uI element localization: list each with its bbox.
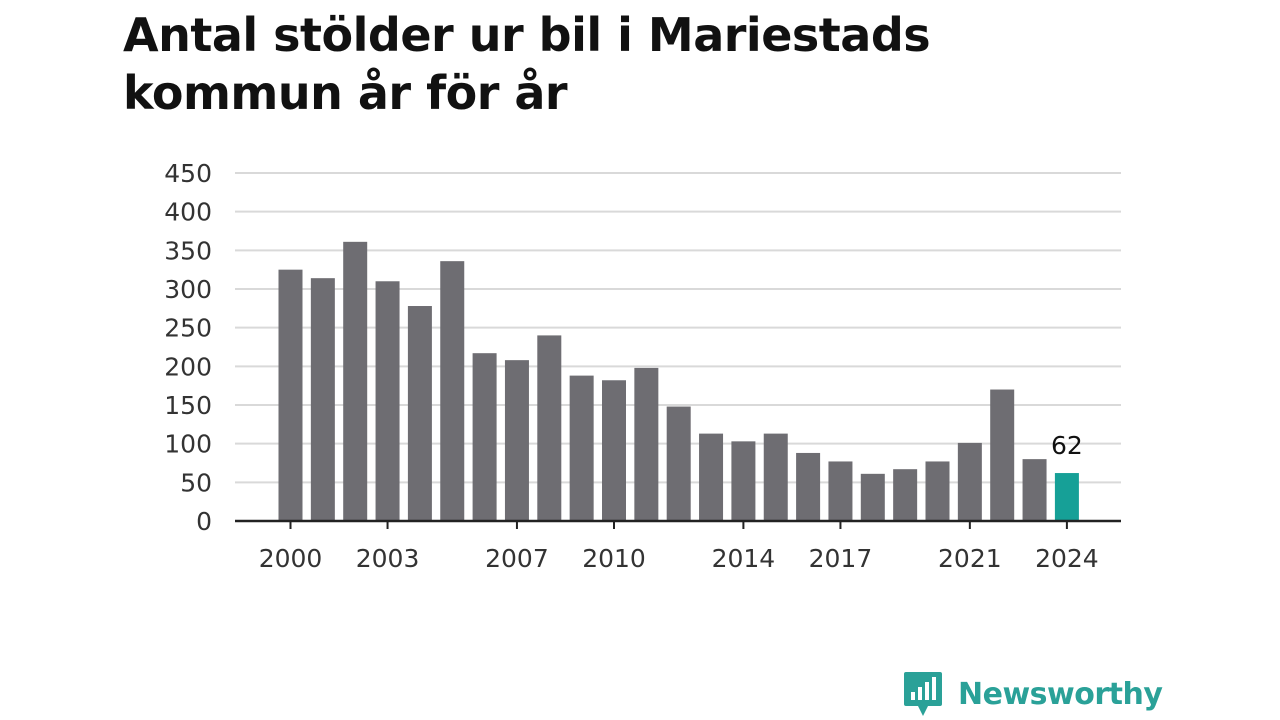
bar-2002 [343,241,368,521]
y-tick-label: 350 [164,236,212,265]
bar-2017 [828,461,853,521]
bar-2006 [472,353,497,521]
y-tick-labels: 0 50 100 150 200 250 300 350 400 450 [164,159,212,536]
bars [278,241,1079,521]
y-tick-label: 450 [164,159,212,188]
y-tick-label: 400 [164,198,212,227]
y-tick-label: 150 [164,391,212,420]
bar-2012 [666,406,691,521]
bar-2003 [375,281,400,521]
x-tick-label: 2003 [356,544,420,573]
bar-2004 [407,306,432,521]
newsworthy-brand: Newsworthy [902,670,1163,718]
bar-2021 [957,442,982,521]
bar-2008 [537,335,562,521]
x-tick-label: 2000 [259,544,323,573]
brand-name: Newsworthy [958,676,1163,712]
bar-2013 [699,433,724,521]
x-tick-label: 2007 [485,544,549,573]
y-tick-label: 300 [164,275,212,304]
bar-2014 [731,441,756,521]
bar-2010 [602,380,626,521]
bar-2000 [278,269,303,521]
bar-2023 [1022,459,1047,521]
bar-2019 [893,469,918,521]
bar-2011 [634,367,659,521]
x-tick-label: 2024 [1035,544,1099,573]
x-tick-label: 2014 [712,544,776,573]
y-tick-label: 250 [164,314,212,343]
bar-2001 [310,278,335,521]
bar-2016 [796,452,821,521]
bar-2024 [1054,473,1079,521]
bar-2007 [504,360,529,521]
y-tick-label: 50 [180,468,212,497]
bar-2022 [990,389,1015,521]
bar-2009 [569,375,594,521]
x-tick-labels: 2000 2003 2007 2010 2014 2017 2021 2024 [259,544,1099,573]
bar-2005 [440,261,465,521]
x-ticks [289,521,1068,529]
y-tick-label: 100 [164,430,212,459]
x-tick-label: 2010 [582,544,646,573]
bar-2018 [860,473,885,521]
chart-title: Antal stölder ur bil i Mariestads kommun… [123,8,931,120]
y-tick-label: 0 [196,507,212,536]
y-tick-label: 200 [164,352,212,381]
newsworthy-logo-icon [904,672,942,716]
bar-2015 [763,433,788,521]
bar-2020 [925,461,950,521]
data-labels: 62 [1051,431,1083,460]
x-tick-label: 2021 [938,544,1002,573]
data-label: 62 [1051,431,1083,460]
x-tick-label: 2017 [809,544,873,573]
